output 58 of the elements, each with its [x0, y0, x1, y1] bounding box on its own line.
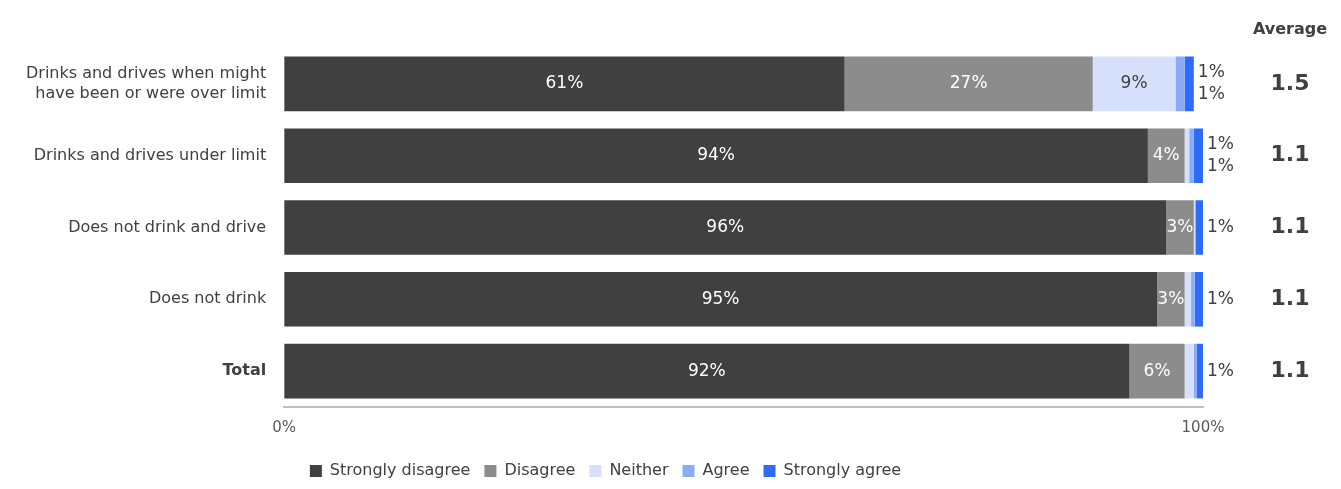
bar [1092, 56, 1176, 112]
data-label: 1% [1206, 215, 1234, 236]
bar [284, 343, 1130, 399]
text: 1.5 [1270, 69, 1310, 95]
x-tick-label: 0% [272, 417, 297, 436]
data-label: 94% [697, 144, 735, 165]
text: 1.1 [1270, 356, 1310, 382]
data-label: 4% [1152, 144, 1180, 165]
data-label: 96% [706, 215, 745, 236]
text: 1.1 [1270, 213, 1310, 239]
data-label: 3% [1157, 287, 1185, 308]
bar [1184, 343, 1194, 399]
bar [1166, 200, 1194, 255]
text: 1.1 [1270, 141, 1310, 167]
bar [1194, 272, 1203, 327]
data-label: 92% [687, 359, 726, 380]
data-label: 1% [1206, 359, 1234, 380]
bar [1193, 128, 1203, 183]
y-tick-label: Total [222, 360, 267, 380]
bar [1129, 343, 1185, 399]
bar [1193, 343, 1197, 399]
data-label: 1% [1197, 83, 1225, 104]
data-label: 61% [545, 72, 584, 93]
data-label: 95% [701, 287, 740, 308]
legend-label: Neither [609, 460, 669, 480]
data-label: 1% [1206, 155, 1234, 176]
y-tick-label: Does not drink and drive [68, 216, 267, 236]
bar [1184, 56, 1194, 112]
bar [844, 56, 1093, 112]
data-label: 1% [1197, 61, 1225, 82]
data-label: 6% [1143, 359, 1171, 380]
legend-label: Agree [702, 460, 750, 480]
data-label: 9% [1120, 72, 1148, 93]
bar [284, 128, 1148, 183]
y-tick-label: Drinks and drives under limit [33, 144, 267, 164]
data-label: 27% [949, 72, 988, 93]
bar [284, 272, 1158, 327]
y-tick-label: Drinks and drives when might have been or were over limit [26, 63, 267, 102]
legend-label: Strongly agree [783, 460, 902, 480]
x-tick-label: 100% [1181, 417, 1225, 436]
text: 1.1 [1270, 285, 1310, 311]
bar [1175, 56, 1185, 112]
bar [284, 200, 1167, 255]
bar [1147, 128, 1185, 183]
data-label: 1% [1206, 133, 1234, 154]
bar [1195, 200, 1203, 255]
bar [1191, 272, 1195, 327]
data-label: 1% [1206, 287, 1234, 308]
y-tick-label: Does not drink [148, 288, 267, 308]
data-label: 3% [1166, 215, 1194, 236]
bar [1184, 272, 1192, 327]
bar [1189, 128, 1194, 183]
bar [1196, 343, 1203, 399]
legend-label: Strongly disagree [329, 460, 471, 480]
text: Average [1252, 19, 1328, 39]
bar [284, 56, 845, 112]
legend-label: Disagree [504, 460, 576, 480]
bar [1157, 272, 1185, 327]
